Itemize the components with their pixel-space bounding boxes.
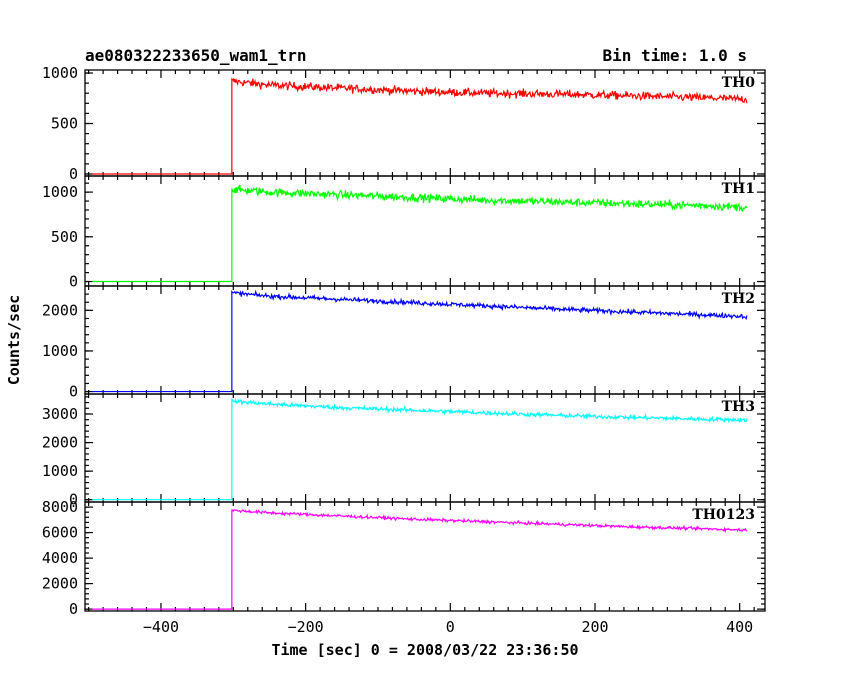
y-tick-label: 2000: [42, 575, 78, 593]
x-tick-label: 400: [726, 618, 753, 636]
panel-label-th0123: TH0123: [692, 507, 755, 523]
y-tick-label: 1000: [42, 462, 78, 480]
y-tick-label: 4000: [42, 549, 78, 567]
y-tick-label: 0: [69, 165, 78, 183]
series-line-th0123: [92, 509, 748, 610]
series-line-th0: [92, 77, 748, 175]
panel-label-th0: TH0: [722, 75, 756, 91]
x-axis-label: Time [sec] 0 = 2008/03/22 23:36:50: [271, 641, 578, 659]
y-tick-label: 1000: [42, 64, 78, 82]
series-line-th1: [92, 184, 748, 283]
x-tick-label: −400: [143, 618, 179, 636]
y-tick-label: 0: [69, 383, 78, 401]
y-tick-label: 0: [69, 273, 78, 291]
y-tick-label: 2000: [42, 434, 78, 452]
series-line-th2: [92, 289, 748, 393]
y-tick-label: 1000: [42, 342, 78, 360]
y-tick-label: 2000: [42, 301, 78, 319]
panel-label-th3: TH3: [722, 399, 755, 415]
x-tick-label: −200: [288, 618, 324, 636]
panel-frame-th1: [84, 175, 766, 287]
y-tick-label: 8000: [42, 498, 78, 516]
y-tick-label: 500: [51, 115, 78, 133]
panel-frame-th0123: [84, 501, 766, 612]
y-axis-label: Counts/sec: [5, 295, 23, 385]
y-tick-label: 0: [69, 600, 78, 618]
y-tick-label: 6000: [42, 524, 78, 542]
bin-time-label: Bin time: 1.0 s: [603, 46, 748, 65]
x-tick-label: 200: [581, 618, 608, 636]
panel-frame-th0: [84, 69, 766, 177]
y-tick-label: 0: [69, 491, 78, 509]
y-tick-label: 3000: [42, 405, 78, 423]
y-tick-label: 500: [51, 228, 78, 246]
panel-label-th1: TH1: [722, 181, 755, 197]
series-line-th3: [92, 397, 748, 501]
chart-title: ae080322233650_wam1_trn: [85, 46, 307, 65]
x-tick-label: 0: [446, 618, 455, 636]
panel-label-th2: TH2: [722, 291, 755, 307]
y-tick-label: 1000: [42, 183, 78, 201]
